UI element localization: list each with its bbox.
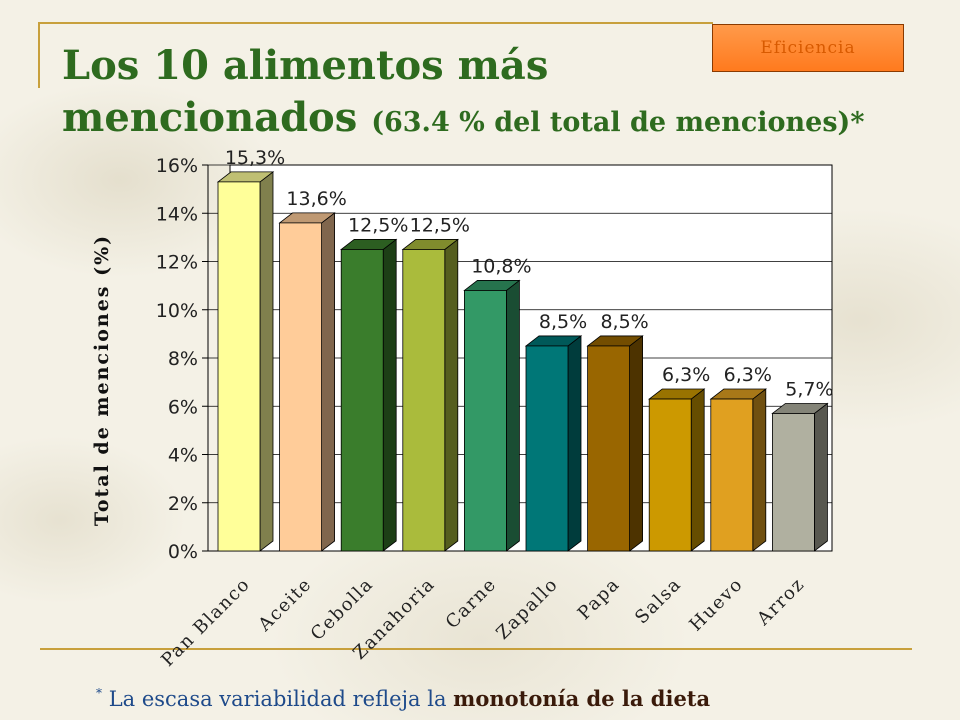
bar — [710, 398, 754, 552]
y-tick-label: 8% — [168, 348, 198, 370]
title-line-2: mencionados (63.4 % del total de mencion… — [62, 92, 922, 149]
footnote-emphasis: monotonía de la dieta — [453, 686, 711, 711]
data-label: 15,3% — [225, 147, 285, 169]
y-tick-label: 4% — [168, 445, 198, 467]
bar — [279, 222, 323, 552]
bar — [463, 290, 507, 552]
bar — [648, 398, 692, 552]
y-tick-label: 2% — [168, 493, 198, 515]
title-line-2-sub: (63.4 % del total de menciones)* — [371, 107, 865, 138]
y-tick-label: 6% — [168, 396, 198, 418]
title-line-2-main: mencionados — [62, 94, 358, 141]
bar-side — [567, 335, 582, 552]
data-label: 12,5% — [410, 214, 470, 236]
x-tick-label: Pan Blanco — [157, 574, 254, 671]
x-tick-label: Aceite — [254, 574, 316, 636]
bar — [587, 345, 630, 552]
data-label: 13,6% — [286, 188, 346, 210]
bar-side — [505, 279, 520, 552]
data-label: 10,8% — [471, 255, 531, 277]
bar-side — [444, 238, 459, 552]
bar — [340, 249, 384, 552]
frame-line-top — [38, 22, 713, 24]
x-tick-label: Carne — [442, 574, 501, 633]
bar — [772, 413, 815, 552]
bar-side — [321, 212, 336, 552]
y-tick-label: 12% — [156, 252, 198, 274]
bar-side — [629, 335, 643, 552]
footnote-text: La escasa variabilidad refleja la — [108, 687, 447, 711]
bar-side — [690, 388, 705, 552]
bar-side — [814, 402, 828, 552]
frame-line-bottom — [40, 648, 912, 650]
data-label: 6,3% — [662, 364, 710, 386]
bar — [402, 249, 446, 552]
bar-side — [259, 171, 274, 552]
footnote: * La escasa variabilidad refleja la mono… — [96, 686, 710, 711]
data-label: 8,5% — [600, 311, 648, 333]
data-label: 5,7% — [785, 378, 833, 400]
bar-side — [382, 238, 397, 552]
x-tick-label: Zapallo — [492, 574, 562, 644]
data-label: 6,3% — [724, 364, 772, 386]
x-tick-label: Huevo — [685, 574, 747, 636]
x-tick-label: Salsa — [631, 574, 686, 629]
section-badge: Eficiencia — [712, 24, 904, 72]
frame-line-left — [38, 22, 40, 88]
title-line-1: Los 10 alimentos más — [62, 42, 549, 89]
y-tick-label: 0% — [168, 541, 198, 563]
bar — [525, 345, 569, 552]
x-tick-label: Papa — [574, 574, 624, 624]
bar — [217, 181, 261, 552]
data-label: 8,5% — [539, 311, 587, 333]
data-label: 12,5% — [348, 214, 408, 236]
bar-side — [752, 388, 767, 552]
slide-title: Los 10 alimentos más mencionados (63.4 %… — [62, 40, 922, 149]
y-tick-label: 16% — [156, 155, 198, 177]
y-axis-title: Total de menciones (%) — [91, 234, 113, 526]
footnote-star: * — [96, 686, 102, 700]
y-tick-label: 10% — [156, 300, 198, 322]
y-tick-label: 14% — [156, 203, 198, 225]
x-tick-label: Arroz — [752, 574, 809, 631]
